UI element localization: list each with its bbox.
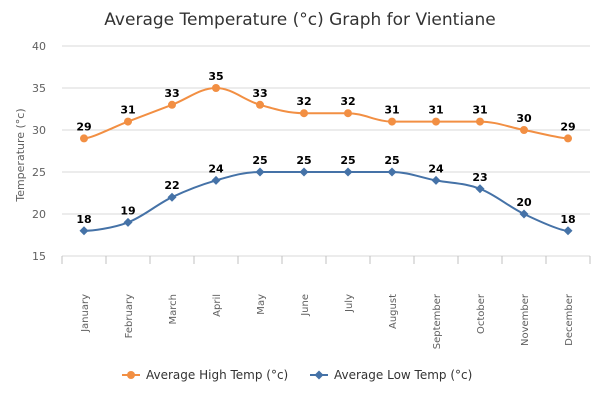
data-label: 25: [384, 154, 399, 167]
data-label: 25: [340, 154, 355, 167]
data-point[interactable]: [564, 134, 572, 143]
data-label: 24: [428, 162, 444, 175]
y-tick-label: 15: [32, 250, 46, 263]
legend-label: Average Low Temp (°c): [334, 368, 472, 382]
data-label: 18: [560, 213, 575, 226]
x-tick-label: September: [432, 293, 443, 349]
data-point[interactable]: [431, 175, 441, 185]
data-point[interactable]: [300, 109, 308, 118]
data-point[interactable]: [299, 167, 309, 177]
series-low: 18 19 22 24 25 25 25 25 24 23 20 18: [76, 154, 576, 236]
data-point[interactable]: [343, 167, 353, 177]
data-point[interactable]: [79, 226, 89, 236]
x-tick-label: November: [520, 293, 531, 346]
data-point[interactable]: [167, 192, 177, 202]
data-label: 23: [472, 171, 487, 184]
data-label: 31: [120, 104, 135, 117]
data-label: 29: [560, 120, 575, 133]
data-label: 31: [384, 104, 399, 117]
y-tick-label: 20: [32, 208, 46, 221]
legend-marker: [127, 371, 135, 379]
y-axis: 15 20 25 30 35 40: [32, 40, 46, 263]
x-tick-label: December: [564, 293, 575, 346]
data-point[interactable]: [520, 126, 528, 134]
chart-title: Average Temperature (°c) Graph for Vient…: [104, 10, 495, 30]
data-point[interactable]: [475, 184, 485, 194]
data-point[interactable]: [388, 117, 396, 126]
y-tick-label: 25: [32, 166, 46, 179]
legend-item[interactable]: Average Low Temp (°c): [310, 368, 472, 382]
x-tick-label: June: [300, 294, 311, 317]
x-tick-label: August: [388, 294, 399, 329]
data-label: 20: [516, 196, 532, 209]
data-point[interactable]: [432, 117, 440, 126]
data-label: 19: [120, 204, 135, 217]
x-tick-label: January: [80, 294, 91, 333]
legend[interactable]: Average High Temp (°c) Average Low Temp (…: [122, 368, 472, 382]
data-label: 35: [208, 70, 223, 83]
data-label: 29: [76, 120, 91, 133]
y-tick-label: 30: [32, 124, 46, 137]
series-high: 29 31 33 35 33 32 32 31 31 31 30 29: [76, 70, 576, 143]
data-label: 33: [252, 87, 267, 100]
data-point[interactable]: [212, 84, 220, 92]
data-point[interactable]: [211, 175, 221, 185]
x-tick-label: May: [256, 294, 267, 315]
data-point[interactable]: [123, 217, 133, 227]
data-label: 25: [252, 154, 267, 167]
data-point[interactable]: [344, 109, 352, 118]
y-axis-label: Temperature (°c): [14, 108, 27, 202]
x-tick-label: April: [212, 294, 223, 317]
data-label: 24: [208, 162, 224, 175]
data-point[interactable]: [80, 134, 88, 143]
legend-marker: [314, 370, 324, 380]
legend-label: Average High Temp (°c): [146, 368, 288, 382]
data-point[interactable]: [387, 167, 397, 177]
data-label: 22: [164, 179, 179, 192]
x-tick-label: July: [344, 294, 355, 313]
data-label: 32: [296, 95, 311, 108]
data-point[interactable]: [256, 100, 264, 109]
data-point[interactable]: [124, 117, 132, 126]
x-axis: January February March April May June July Augu…: [61, 256, 591, 349]
data-point[interactable]: [168, 100, 176, 109]
series-line: [83, 86, 569, 140]
data-point[interactable]: [563, 226, 573, 236]
data-point[interactable]: [519, 209, 529, 219]
series-group: 29 31 33 35 33 32 32 31 31 31 30 29 18 19 22 24 25 25 25 25…: [76, 70, 576, 236]
x-tick-label: March: [168, 294, 179, 324]
data-label: 32: [340, 95, 355, 108]
data-point[interactable]: [476, 117, 484, 126]
legend-item[interactable]: Average High Temp (°c): [122, 368, 288, 382]
series-line: [83, 171, 569, 232]
y-tick-label: 40: [32, 40, 46, 53]
data-label: 33: [164, 87, 179, 100]
grid-lines: [62, 45, 590, 257]
x-tick-label: October: [476, 293, 487, 334]
data-label: 30: [516, 112, 532, 125]
y-tick-label: 35: [32, 82, 46, 95]
data-label: 31: [472, 104, 487, 117]
data-label: 31: [428, 104, 443, 117]
x-tick-label: February: [124, 294, 135, 338]
data-point[interactable]: [255, 167, 265, 177]
data-label: 18: [76, 213, 91, 226]
data-label: 25: [296, 154, 311, 167]
